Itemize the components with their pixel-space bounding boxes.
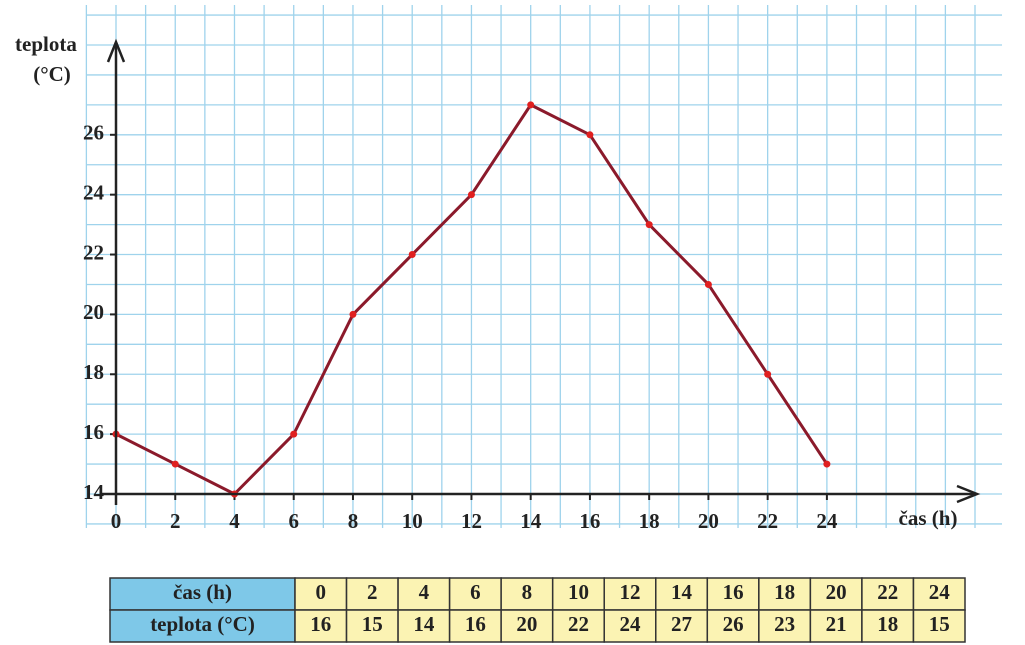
table-cell xyxy=(758,609,812,643)
y-tick-label: 16 xyxy=(83,420,104,444)
data-point xyxy=(823,460,831,468)
table-cell xyxy=(861,577,915,611)
table-value: 0 xyxy=(316,580,327,604)
x-tick-label: 20 xyxy=(698,509,719,533)
data-point xyxy=(467,191,475,199)
table-value: 16 xyxy=(723,580,744,604)
table-value: 6 xyxy=(470,580,481,604)
table-header-cell xyxy=(109,609,296,643)
table-cell xyxy=(912,609,966,643)
x-tick-label: 0 xyxy=(111,509,122,533)
table-value: 26 xyxy=(723,612,744,636)
y-axis-arrow xyxy=(106,38,126,63)
table-value: 8 xyxy=(522,580,533,604)
table-cell xyxy=(345,577,399,611)
table-value: 20 xyxy=(516,612,537,636)
data-point xyxy=(349,310,357,318)
data-point xyxy=(704,280,712,288)
table-value: 16 xyxy=(310,612,331,636)
y-tick-label: 20 xyxy=(83,300,104,324)
y-axis-label: teplota xyxy=(15,32,77,56)
table-value: 18 xyxy=(877,612,898,636)
table-cell xyxy=(551,577,605,611)
table-cell xyxy=(706,609,760,643)
x-tick-label: 22 xyxy=(757,509,778,533)
data-point xyxy=(764,370,772,378)
y-axis-unit: (°C) xyxy=(33,62,71,86)
x-axis-arrow xyxy=(956,484,981,504)
data-point xyxy=(527,101,535,109)
x-tick-label: 4 xyxy=(229,509,240,533)
data-point xyxy=(586,131,594,139)
y-tick-label: 18 xyxy=(83,360,104,384)
x-tick-label: 14 xyxy=(520,509,542,533)
table-header-cell xyxy=(109,577,296,611)
table-value: 16 xyxy=(465,612,486,636)
table-value: 10 xyxy=(568,580,589,604)
y-tick-label: 24 xyxy=(83,180,105,204)
table-cell xyxy=(809,609,863,643)
data-point xyxy=(408,251,416,259)
table-cell xyxy=(861,609,915,643)
table-value: 22 xyxy=(568,612,589,636)
table-value: 24 xyxy=(620,612,642,636)
table-cell xyxy=(655,577,709,611)
x-tick-label: 6 xyxy=(288,509,299,533)
x-tick-label: 10 xyxy=(402,509,423,533)
grid-paper xyxy=(85,5,1002,528)
y-tick-label: 22 xyxy=(83,240,104,264)
x-tick-label: 2 xyxy=(170,509,181,533)
x-tick-label: 18 xyxy=(639,509,660,533)
table-value: 22 xyxy=(877,580,898,604)
y-tick-label: 26 xyxy=(83,121,104,145)
x-tick-label: 24 xyxy=(816,509,838,533)
y-tick-label: 14 xyxy=(83,480,105,504)
table-row-label: čas (h) xyxy=(173,580,232,604)
table-cell xyxy=(603,609,657,643)
x-axis-label: čas (h) xyxy=(899,506,958,530)
table-cell xyxy=(655,609,709,643)
table-cell xyxy=(345,609,399,643)
table-cell xyxy=(551,609,605,643)
table-cell xyxy=(294,609,348,643)
table-cell xyxy=(706,577,760,611)
data-point xyxy=(171,460,179,468)
table-value: 18 xyxy=(774,580,795,604)
table-value: 15 xyxy=(929,612,950,636)
table-value: 12 xyxy=(620,580,641,604)
table-cell xyxy=(448,609,502,643)
table-value: 21 xyxy=(826,612,847,636)
data-point xyxy=(645,221,653,229)
x-tick-label: 16 xyxy=(579,509,600,533)
x-tick-label: 12 xyxy=(461,509,482,533)
table-value: 4 xyxy=(419,580,430,604)
table-value: 15 xyxy=(362,612,383,636)
table-value: 27 xyxy=(671,612,692,636)
table-cell xyxy=(294,577,348,611)
table-value: 24 xyxy=(929,580,951,604)
table-value: 2 xyxy=(367,580,378,604)
table-value: 14 xyxy=(671,580,693,604)
table-value: 23 xyxy=(774,612,795,636)
table-cell xyxy=(758,577,812,611)
table-value: 20 xyxy=(826,580,847,604)
table-value: 14 xyxy=(413,612,435,636)
table-cell xyxy=(397,577,451,611)
x-tick-label: 8 xyxy=(348,509,359,533)
table-row-label: teplota (°C) xyxy=(150,612,255,636)
data-point xyxy=(290,430,298,438)
